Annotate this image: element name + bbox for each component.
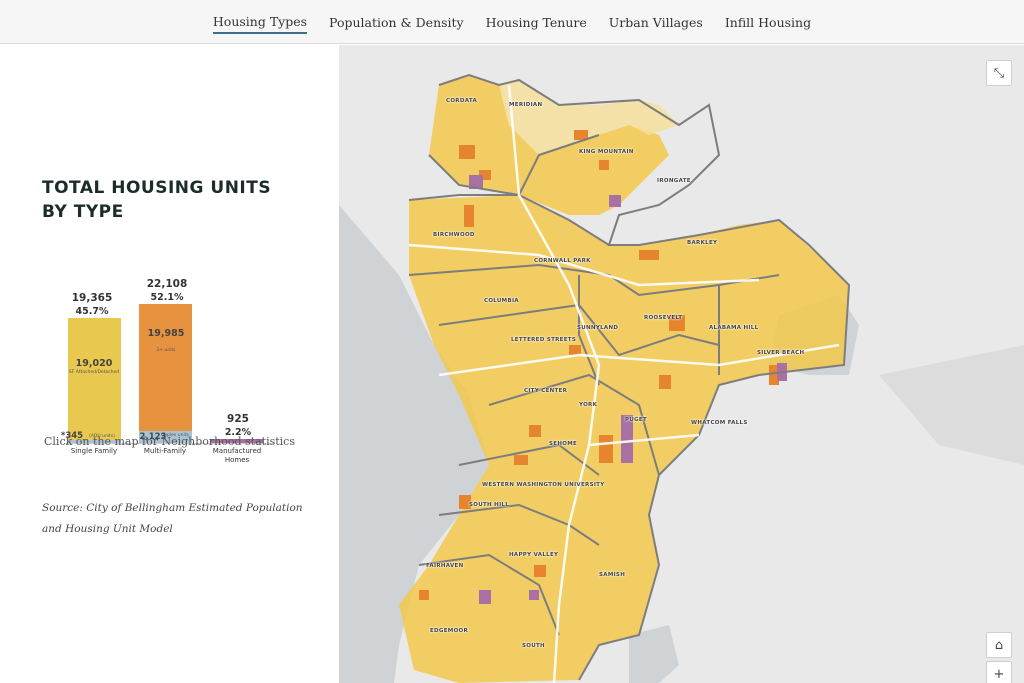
housing-units-chart: 19,365 45.7% 19,020 SF Attached/Detached… [56, 278, 276, 464]
tab-housing-types[interactable]: Housing Types [212, 10, 308, 34]
bay-water [339, 205, 489, 683]
panel-heading: TOTAL HOUSING UNITS BY TYPE [42, 178, 272, 222]
bar-total-single-family: 19,365 [71, 292, 113, 304]
bar-pct-multi-family: 52.1% [150, 292, 184, 303]
bar-value-sf-adu: *345 [60, 431, 84, 441]
label-sunnyland: SUNNYLAND [577, 325, 619, 331]
bar-label-multi-family: Multi-Family [143, 447, 187, 455]
multifamily-blocks [419, 130, 779, 600]
bar-value-mf-duplex: 2,123 [139, 432, 167, 442]
home-icon: ⌂ [994, 637, 1004, 653]
tab-population-density[interactable]: Population & Density [329, 14, 464, 30]
map-hint: Click on the map for Neighborhood statis… [44, 435, 295, 448]
label-barkley: BARKLEY [687, 240, 718, 246]
bar-pct-manufactured: 2.2% [224, 427, 252, 438]
home-button[interactable]: ⌂ [986, 632, 1012, 658]
bar-value-sf-main: 19,020 [75, 358, 113, 369]
plus-icon: + [993, 666, 1005, 682]
bar-label-manufactured: Manufactured Homes [212, 447, 262, 464]
label-puget: PUGET [625, 417, 648, 423]
chuckanut-water [629, 625, 679, 683]
expand-map-button[interactable]: ⤡ [986, 60, 1012, 86]
label-york: YORK [579, 402, 598, 408]
bar-segment-sf-adu [68, 440, 121, 443]
bar-sub-sf-main: SF Attached/Detached [68, 370, 120, 375]
label-cornwall-park: CORNWALL PARK [534, 258, 591, 264]
label-edgemoor: EDGEMOOR [430, 628, 469, 634]
bar-pct-single-family: 45.7% [75, 306, 109, 317]
bar-value-mf-main: 19,985 [147, 328, 185, 339]
label-fairhaven: FAIRHAVEN [426, 563, 464, 569]
expand-icon: ⤡ [993, 65, 1005, 81]
label-birchwood: BIRCHWOOD [433, 232, 475, 238]
tab-urban-villages[interactable]: Urban Villages [608, 14, 703, 30]
label-whatcom-falls: WHATCOM FALLS [691, 420, 748, 426]
bar-label-single-family: Single Family [70, 447, 118, 455]
label-king-mountain: KING MOUNTAIN [579, 149, 634, 155]
roads [408, 84, 840, 683]
label-wwu: WESTERN WASHINGTON UNIVERSITY [482, 482, 605, 488]
bar-segment-mf-duplex [139, 431, 192, 443]
bar-total-manufactured: 925 [227, 413, 249, 425]
label-silver-beach: SILVER BEACH [757, 350, 805, 356]
hills-east [879, 345, 1024, 465]
label-sehome: SEHOME [549, 441, 578, 447]
label-roosevelt: ROOSEVELT [644, 315, 683, 321]
bar-segment-mf-main [139, 304, 192, 431]
housing-map[interactable]: CORDATA MERIDIAN KING MOUNTAIN IRONGATE … [339, 45, 1024, 683]
label-south: SOUTH [522, 643, 545, 649]
label-meridian: MERIDIAN [509, 102, 543, 108]
label-lettered-streets: LETTERED STREETS [511, 337, 577, 343]
tab-housing-tenure[interactable]: Housing Tenure [485, 14, 587, 30]
bar-sub-mf-main: 3+ units [156, 348, 176, 353]
bar-sub-mf-duplex: duplex units [161, 433, 189, 438]
label-city-center: CITY CENTER [524, 388, 568, 394]
label-irongate: IRONGATE [657, 178, 691, 184]
bar-segment-sf-main [68, 318, 121, 440]
map-canvas[interactable] [339, 45, 1024, 683]
top-nav: Housing Types Population & Density Housi… [0, 0, 1024, 44]
bar-total-multi-family: 22,108 [146, 278, 188, 290]
zoom-in-button[interactable]: + [986, 661, 1012, 683]
label-south-hill: SOUTH HILL [469, 502, 510, 508]
chart-baseline [64, 443, 274, 444]
side-panel: TOTAL HOUSING UNITS BY TYPE 19,365 45.7%… [0, 45, 339, 683]
label-cordata: CORDATA [446, 98, 478, 104]
bar-sub-sf-adu: (ADU units) [89, 434, 115, 439]
source-note: Source: City of Bellingham Estimated Pop… [42, 502, 303, 535]
label-happy-valley: HAPPY VALLEY [509, 552, 559, 558]
label-columbia: COLUMBIA [484, 298, 519, 304]
label-alabama-hill: ALABAMA HILL [709, 325, 759, 331]
bar-segment-manufactured [210, 439, 263, 443]
manufactured-blocks [469, 175, 787, 604]
label-samish: SAMISH [599, 572, 626, 578]
tab-infill-housing[interactable]: Infill Housing [724, 14, 812, 30]
